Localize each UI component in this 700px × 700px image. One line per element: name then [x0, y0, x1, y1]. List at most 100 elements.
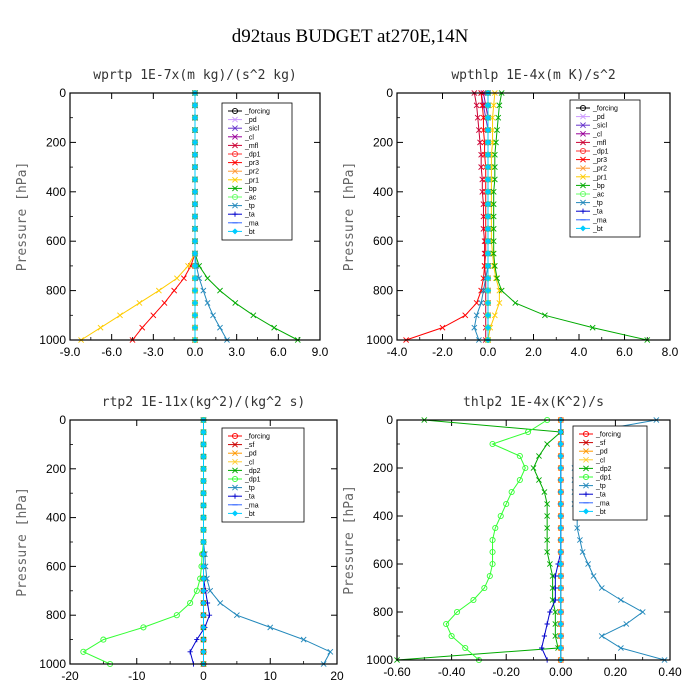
- data-point: [490, 188, 497, 195]
- legend-label: _ta: [244, 212, 255, 219]
- legend-marker: [580, 165, 586, 172]
- x-tick-label: 10: [264, 669, 278, 683]
- y-tick-label: 1000: [39, 657, 66, 671]
- data-point: [200, 599, 207, 607]
- legend-marker: [583, 456, 589, 463]
- data-point: [484, 262, 492, 269]
- data-point: [489, 536, 496, 544]
- y-axis-label: Pressure [hPa]: [342, 162, 357, 272]
- data-point: [557, 632, 564, 640]
- x-tick-label: -10: [128, 669, 146, 683]
- x-tick-label: -9.0: [60, 345, 81, 359]
- legend-marker: [580, 139, 586, 146]
- figure-title: d92taus BUDGET at270E,14N: [232, 26, 469, 47]
- data-point: [200, 612, 207, 619]
- data-point: [484, 225, 492, 232]
- data-point: [480, 114, 487, 121]
- data-point: [549, 585, 556, 591]
- legend-label: _ta: [592, 209, 603, 216]
- y-tick-label: 1000: [39, 333, 66, 347]
- data-point: [191, 225, 199, 232]
- data-point: [491, 312, 498, 319]
- data-point: [174, 275, 180, 282]
- data-point: [536, 477, 542, 483]
- data-point: [549, 573, 556, 579]
- legend-label: _tp: [244, 203, 255, 210]
- data-point: [462, 312, 469, 319]
- data-point: [191, 114, 199, 121]
- data-point: [544, 549, 551, 555]
- legend-box: [221, 427, 305, 523]
- data-point: [480, 127, 487, 133]
- data-point: [617, 645, 624, 651]
- legend-marker: [582, 508, 590, 515]
- data-point: [191, 213, 199, 220]
- data-point: [191, 201, 199, 208]
- data-point: [484, 250, 492, 257]
- data-point: [191, 250, 199, 257]
- data-point: [557, 476, 564, 484]
- data-point: [191, 176, 199, 183]
- legend-marker: [232, 125, 238, 132]
- legend-marker: [231, 193, 239, 201]
- data-point: [478, 300, 485, 306]
- data-point: [473, 102, 480, 109]
- data-point: [481, 584, 488, 592]
- legend-label: _dp1: [592, 149, 609, 156]
- legend-marker: [232, 211, 238, 217]
- legend-marker: [231, 107, 239, 115]
- data-point: [161, 300, 168, 306]
- data-point: [155, 287, 162, 294]
- data-point: [191, 139, 199, 146]
- x-tick-label: 9.0: [312, 345, 329, 359]
- data-point: [490, 250, 497, 257]
- legend-label: _tp: [595, 483, 606, 490]
- legend-marker: [231, 150, 239, 158]
- x-tick-label: 0: [200, 669, 207, 683]
- data-point: [200, 490, 207, 497]
- legend-label: _tp: [592, 200, 603, 207]
- series-dp1: [443, 416, 551, 664]
- legend-label: _pd: [244, 117, 257, 124]
- legend-label: _sicl: [244, 126, 259, 133]
- series-line: [80, 93, 196, 341]
- data-point: [210, 312, 216, 319]
- legend-marker: [583, 465, 589, 472]
- data-point: [250, 312, 257, 319]
- data-point: [140, 624, 147, 631]
- data-point: [552, 621, 559, 627]
- legend-label: _pr3: [244, 160, 259, 167]
- data-point: [200, 624, 207, 631]
- data-point: [191, 299, 199, 306]
- data-point: [491, 151, 498, 158]
- legend-marker: [580, 173, 586, 180]
- data-point: [480, 201, 487, 208]
- legend-marker: [231, 432, 239, 440]
- legend-marker: [579, 147, 587, 155]
- legend-label: _forcing: [595, 432, 621, 439]
- data-point: [579, 549, 586, 555]
- legend-label: _forcing: [592, 106, 618, 113]
- data-point: [484, 114, 492, 121]
- data-point: [267, 624, 274, 631]
- legend-label: _cl: [592, 131, 602, 138]
- x-tick-label: -0.40: [438, 665, 466, 679]
- data-point: [489, 440, 496, 448]
- data-point: [100, 636, 107, 643]
- data-point: [590, 573, 597, 579]
- data-point: [585, 561, 592, 567]
- y-tick-label: 1000: [366, 333, 393, 347]
- y-tick-label: 0: [59, 86, 66, 100]
- x-tick-label: 8.0: [662, 345, 679, 359]
- legend-marker: [232, 116, 238, 123]
- data-point: [470, 596, 477, 604]
- plot-frame: [69, 92, 321, 341]
- data-point: [557, 584, 564, 592]
- data-point: [200, 465, 207, 472]
- x-tick-label: 3.0: [228, 345, 245, 359]
- data-point: [484, 176, 492, 183]
- legend-marker: [580, 208, 586, 214]
- legend: _forcing_pd _sicl_cl _mfl _dp1_pr3 _pr2_pr1 _…: [221, 102, 293, 241]
- legend-marker: [583, 439, 589, 446]
